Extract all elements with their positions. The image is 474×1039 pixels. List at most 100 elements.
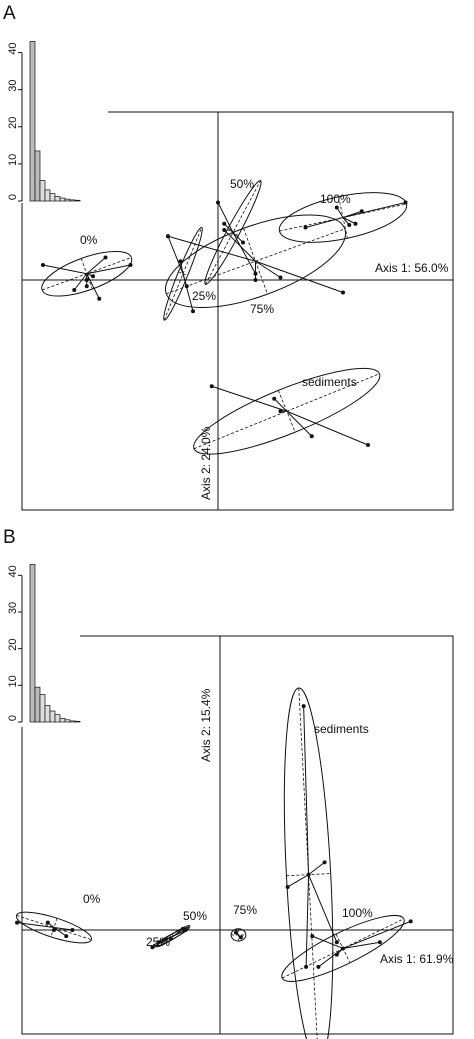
eigen-bar [29, 563, 36, 723]
point-50pct [241, 240, 245, 245]
point-sediments [322, 860, 327, 865]
point-100pct [353, 221, 358, 226]
point-50pct [181, 926, 186, 931]
panel-b-plot: Axis 1: 61.9%Axis 2: 15.4%0%25%50%75%100… [7, 563, 454, 1039]
eigen-bar [39, 694, 46, 723]
eigen-tick-label: 10 [7, 154, 19, 166]
spoke-100pct [342, 920, 411, 949]
spoke-50pct [158, 935, 174, 943]
spoke-0pct [73, 273, 88, 291]
spoke-75pct [223, 229, 256, 262]
eigen-tick-label: 40 [7, 565, 19, 577]
eigen-bar [69, 720, 76, 723]
point-sediments [278, 409, 283, 414]
point-100pct [334, 205, 339, 210]
point-100pct [347, 223, 352, 227]
spoke-0pct [53, 927, 73, 931]
eigen-tick-label: 0 [7, 715, 19, 721]
eigen-bar [44, 705, 51, 723]
plot-frame [21, 635, 454, 1035]
point-0pct [45, 920, 50, 925]
point-sediments [366, 443, 370, 447]
eigen-bar [29, 41, 36, 202]
ellipse-major-axis-0pct [16, 914, 92, 941]
point-sediments [301, 704, 306, 709]
axis-2-label: Axis 2: 15.4% [199, 688, 213, 762]
point-100pct [377, 940, 382, 945]
eigen-bar [74, 199, 81, 202]
point-0pct [91, 274, 95, 279]
spoke-100pct [342, 202, 406, 218]
spoke-sediments [286, 410, 369, 446]
spoke-0pct [53, 927, 67, 937]
point-25pct [191, 309, 195, 314]
group-label-sediments: sediments [302, 375, 357, 389]
point-75pct [253, 278, 258, 282]
point-75pct [341, 290, 345, 295]
eigen-tick-label: 0 [7, 194, 19, 200]
group-label-25pct: 25% [192, 289, 216, 303]
spoke-100pct [342, 941, 380, 949]
spoke-50pct [232, 232, 244, 243]
eigen-bar [59, 717, 66, 723]
point-sediments [272, 396, 277, 401]
point-75pct [166, 234, 170, 239]
spoke-50pct [172, 928, 184, 937]
point-75pct [233, 930, 238, 935]
eigen-bar [59, 197, 66, 202]
group-label-100pct: 100% [342, 906, 373, 920]
eigen-bar [39, 180, 46, 202]
spoke-sediments [211, 385, 287, 412]
spoke-sediments [287, 874, 309, 888]
point-sediments [285, 884, 290, 889]
point-sediments [334, 940, 339, 945]
point-25pct [178, 259, 183, 264]
point-75pct [238, 935, 243, 940]
spoke-0pct [16, 922, 55, 929]
point-0pct [72, 288, 77, 292]
group-label-75pct: 75% [233, 903, 257, 917]
group-label-sediments: sediments [314, 722, 369, 736]
eigen-bar [49, 193, 56, 202]
eigen-bar [54, 196, 61, 202]
point-50pct [222, 221, 227, 226]
eigen-bar [74, 720, 81, 723]
spoke-sediments [273, 398, 288, 412]
point-75pct [278, 275, 283, 280]
spoke-25pct [167, 236, 184, 274]
point-50pct [156, 940, 161, 945]
group-label-50pct: 50% [230, 177, 254, 191]
spoke-50pct [217, 202, 234, 233]
point-0pct [70, 928, 75, 932]
point-sediments [306, 872, 311, 877]
spoke-sediments [286, 410, 313, 437]
spoke-50pct [223, 223, 234, 233]
spoke-sediments [308, 861, 325, 876]
point-0pct [51, 928, 56, 932]
spoke-75pct [167, 235, 256, 262]
ellipse-sediments [283, 687, 334, 1039]
spoke-0pct [86, 264, 131, 275]
point-100pct [341, 946, 345, 951]
eigen-bar [64, 198, 71, 202]
point-0pct [84, 284, 89, 289]
eigen-bar [49, 710, 56, 723]
point-100pct [359, 209, 364, 214]
ellipse-major-axis-50pct [205, 180, 261, 285]
axis-1-label: Axis 1: 61.9% [380, 952, 454, 966]
eigen-bar [69, 199, 76, 202]
point-0pct [15, 920, 20, 925]
axis-2-label: Axis 2: 24.0% [199, 426, 213, 500]
spoke-0pct [86, 257, 106, 275]
spoke-75pct [255, 260, 344, 293]
group-label-50pct: 50% [183, 909, 207, 923]
eigen-tick-label: 20 [7, 117, 19, 129]
group-label-0pct: 0% [83, 892, 101, 906]
point-sediments [304, 964, 309, 969]
spoke-75pct [255, 260, 281, 278]
eigen-bar [34, 150, 41, 202]
spoke-50pct [232, 232, 256, 274]
point-100pct [408, 919, 413, 924]
point-sediments [209, 384, 214, 389]
